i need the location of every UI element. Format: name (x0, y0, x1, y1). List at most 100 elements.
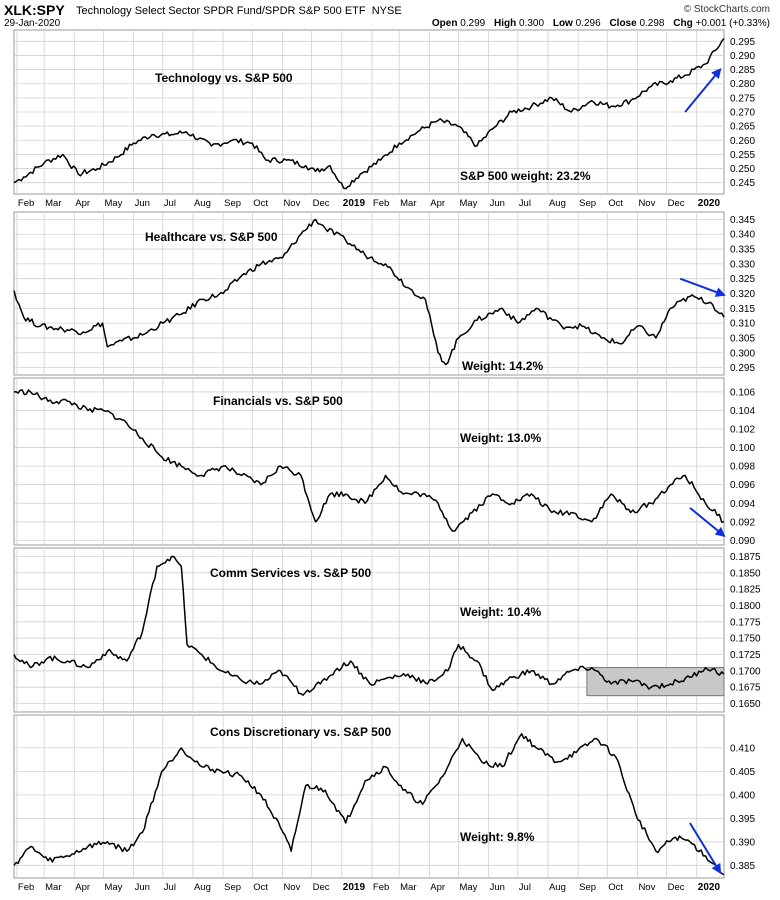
x-tick-label: Dec (668, 882, 685, 893)
panel-title: Financials vs. S&P 500 (213, 394, 343, 408)
y-tick-label: 0.395 (730, 814, 755, 825)
x-tick-label: 2019 (343, 882, 366, 893)
panel-frame (13, 377, 725, 546)
y-tick-label: 0.1725 (730, 650, 761, 661)
x-tick-label: May (104, 198, 122, 209)
x-tick-label: Oct (253, 198, 268, 209)
y-tick-label: 0.330 (730, 259, 755, 270)
x-tick-label: Oct (608, 882, 623, 893)
y-tick-label: 0.260 (730, 136, 755, 147)
y-tick-label: 0.1650 (730, 699, 761, 710)
x-tick-label: Nov (638, 198, 655, 209)
panel-frame (13, 714, 725, 879)
y-tick-label: 0.320 (730, 289, 755, 300)
y-tick-label: 0.345 (730, 215, 755, 226)
y-tick-label: 0.1825 (730, 585, 761, 596)
description-text: Technology Select Sector SPDR Fund/SPDR … (76, 5, 366, 17)
y-tick-label: 0.090 (730, 536, 755, 547)
x-tick-label: Feb (373, 882, 389, 893)
symbol-description: Technology Select Sector SPDR Fund/SPDR … (76, 5, 402, 17)
x-tick-label: Dec (668, 198, 685, 209)
x-tick-label: 2020 (698, 882, 721, 893)
series-line (13, 38, 725, 190)
panel-5: 0.385 0.390 0.395 0.400 0.405 0.410 Cons Discr… (13, 714, 755, 893)
y-tick-label: 0.094 (730, 499, 755, 510)
y-tick-label: 0.295 (730, 37, 755, 48)
close-value: 0.298 (639, 18, 665, 29)
x-tick-label: Sep (224, 198, 241, 209)
x-tick-label: Jul (519, 882, 531, 893)
y-tick-label: 0.310 (730, 319, 755, 330)
chg-label: Chg (673, 18, 693, 29)
y-tick-label: 0.340 (730, 230, 755, 241)
x-tick-label: Jun (490, 882, 505, 893)
series-line (13, 218, 725, 366)
x-tick-label: Sep (579, 198, 596, 209)
panel-title: Cons Discretionary vs. S&P 500 (210, 725, 392, 739)
y-tick-label: 0.315 (730, 304, 755, 315)
weight-annotation: Weight: 10.4% (460, 605, 541, 619)
x-tick-label: May (104, 882, 122, 893)
y-tick-label: 0.100 (730, 443, 755, 454)
high-label: High (494, 18, 517, 29)
x-tick-label: Jun (490, 198, 505, 209)
low-label: Low (552, 18, 573, 29)
x-tick-label: Mar (400, 882, 416, 893)
y-tick-label: 0.096 (730, 480, 755, 491)
x-tick-label: Apr (75, 882, 90, 893)
ohlc-readout: Open 0.299 High 0.300 Low 0.296 Close 0.… (426, 18, 770, 29)
panel-3: 0.090 0.092 0.094 0.096 0.098 0.100 0.102 0.104… (13, 377, 755, 547)
series-line (13, 555, 725, 696)
y-tick-label: 0.270 (730, 108, 755, 119)
y-tick-label: 0.385 (730, 861, 755, 872)
weight-annotation: Weight: 13.0% (460, 431, 541, 445)
series-line (13, 389, 725, 532)
panel-2: 0.295 0.300 0.305 0.310 0.315 0.320 0.325 0.330… (13, 211, 755, 376)
x-tick-label: Mar (45, 882, 61, 893)
trend-arrow (689, 822, 722, 875)
x-tick-label: Jun (135, 198, 150, 209)
y-tick-label: 0.285 (730, 65, 755, 76)
x-tick-label: Feb (18, 882, 34, 893)
x-tick-label: Jun (135, 882, 150, 893)
symbol-label: XLK:SPY (4, 2, 65, 18)
x-tick-label: Jul (164, 198, 176, 209)
x-tick-label: Sep (224, 882, 241, 893)
x-tick-label: Apr (430, 198, 445, 209)
y-tick-label: 0.290 (730, 51, 755, 62)
chart-date: 29-Jan-2020 (4, 18, 61, 29)
series-line (13, 733, 725, 876)
close-label: Close (609, 18, 637, 29)
high-value: 0.300 (519, 18, 545, 29)
panel-4: 0.1650 0.1675 0.1700 0.1725 0.1750 0.1775 0.18… (13, 547, 761, 713)
x-tick-label: May (459, 198, 477, 209)
y-tick-label: 0.390 (730, 837, 755, 848)
y-tick-label: 0.102 (730, 425, 755, 436)
y-tick-label: 0.325 (730, 274, 755, 285)
x-tick-label: Dec (313, 198, 330, 209)
panel-title: Healthcare vs. S&P 500 (145, 230, 278, 244)
x-tick-label: Jul (519, 198, 531, 209)
weight-annotation: Weight: 9.8% (460, 830, 535, 844)
x-tick-label: Apr (75, 198, 90, 209)
panel-title: Comm Services vs. S&P 500 (210, 566, 372, 580)
y-tick-label: 0.1700 (730, 666, 761, 677)
y-tick-label: 0.305 (730, 333, 755, 344)
stockcharts-logo: © StockCharts.com (683, 4, 770, 15)
x-tick-label: Aug (549, 882, 566, 893)
x-tick-label: Dec (313, 882, 330, 893)
y-tick-label: 0.250 (730, 164, 755, 175)
x-tick-label: Nov (638, 882, 655, 893)
x-tick-label: 2020 (698, 198, 721, 209)
y-tick-label: 0.295 (730, 363, 755, 374)
y-tick-label: 0.335 (730, 245, 755, 256)
x-tick-label: Aug (549, 198, 566, 209)
x-tick-label: Oct (608, 198, 623, 209)
open-value: 0.299 (460, 18, 486, 29)
y-tick-label: 0.280 (730, 79, 755, 90)
trend-arrow (679, 277, 726, 297)
x-tick-label: Mar (45, 198, 61, 209)
y-tick-label: 0.405 (730, 767, 755, 778)
y-tick-label: 0.265 (730, 122, 755, 133)
x-tick-label: Sep (579, 882, 596, 893)
